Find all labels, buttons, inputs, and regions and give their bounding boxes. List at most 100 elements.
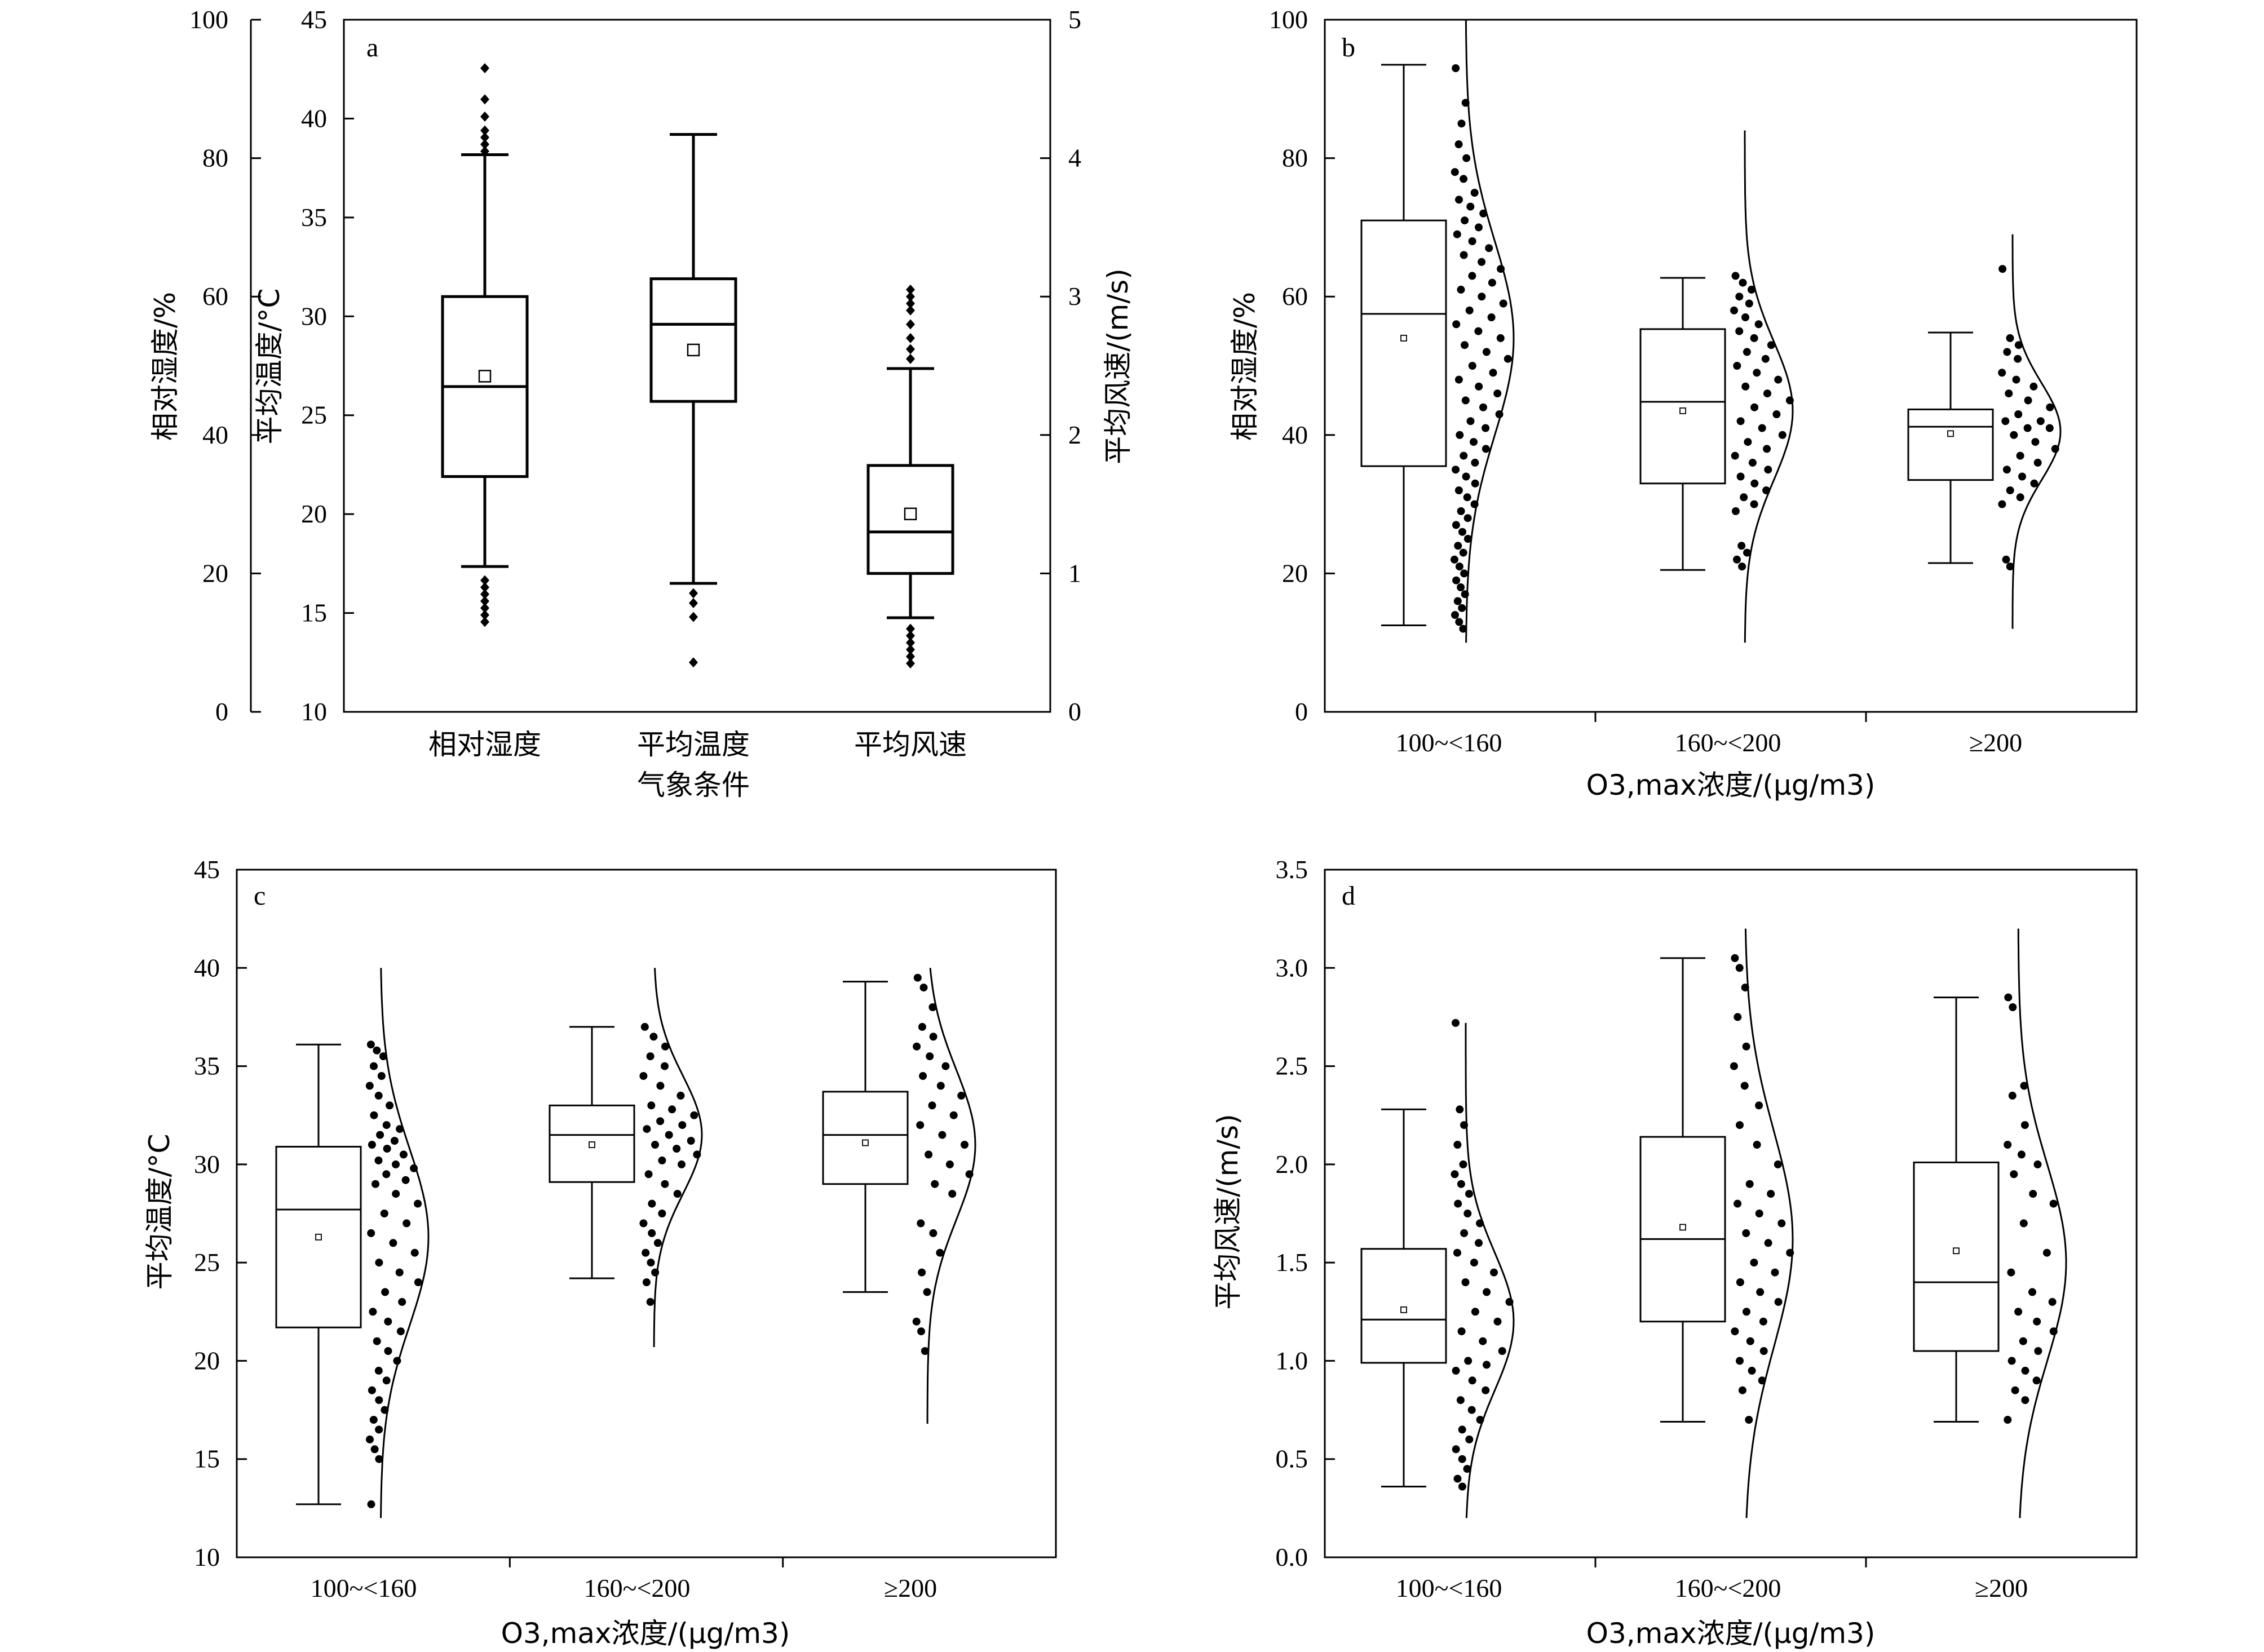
data-point [1744, 438, 1752, 446]
panel-b-ylabel: 相对湿度/% [1228, 292, 1261, 441]
panel-a-ylabel-temperature: 平均温度/°C [253, 289, 286, 445]
data-point [1470, 438, 1478, 446]
data-point [1750, 479, 1759, 488]
data-point [2023, 424, 2032, 432]
data-point [1772, 410, 1781, 418]
data-point [1750, 334, 1758, 342]
data-point [2005, 389, 2013, 398]
data-point [414, 1199, 422, 1208]
data-point [923, 1288, 931, 1296]
data-point [2033, 458, 2042, 467]
data-point [1743, 348, 1751, 356]
data-point [916, 1121, 925, 1130]
box-outlier [906, 353, 915, 364]
data-point [1454, 140, 1463, 148]
data-point [1455, 196, 1463, 204]
box-iqr [822, 1091, 909, 1185]
data-point [1758, 1376, 1766, 1385]
y-tick-label: 45 [194, 855, 220, 884]
data-point [1750, 500, 1758, 508]
data-point [646, 1297, 655, 1306]
y-tick-label: 100 [1269, 5, 1308, 34]
data-point [1493, 1317, 1502, 1326]
data-point [1475, 1239, 1483, 1247]
data-point [1474, 327, 1483, 335]
data-point [365, 1082, 374, 1090]
data-point [396, 1327, 405, 1336]
y-tick-label: 40 [1282, 420, 1308, 449]
data-point [374, 1156, 383, 1164]
data-point [367, 1500, 375, 1508]
data-point [384, 1347, 392, 1355]
data-point [1478, 258, 1486, 266]
data-point [1767, 1190, 1775, 1198]
data-point [1771, 1268, 1779, 1277]
data-point [2020, 1082, 2028, 1090]
data-point [945, 1160, 954, 1168]
data-point [1470, 1259, 1478, 1267]
data-point [1998, 500, 2006, 508]
data-point [913, 1042, 921, 1051]
data-point [919, 1072, 927, 1080]
data-point [1504, 355, 1512, 363]
y-tick-label: 2.5 [1276, 1052, 1308, 1080]
data-point [2016, 493, 2024, 502]
data-point [382, 1121, 391, 1130]
data-point [1460, 1121, 1468, 1130]
data-point [1451, 611, 1459, 619]
data-point [938, 1131, 947, 1139]
data-point [1452, 1445, 1460, 1454]
y-tick-label: 20 [1282, 559, 1308, 587]
data-point [1763, 389, 1771, 398]
data-point [1458, 528, 1466, 536]
box-iqr [1639, 328, 1726, 485]
box-outlier [906, 658, 915, 669]
y-tick-label: 40 [194, 953, 220, 982]
data-point [1463, 514, 1472, 522]
box-outlier [906, 333, 915, 343]
box-outlier [689, 598, 698, 609]
data-point [2008, 1091, 2017, 1100]
data-point [401, 1176, 410, 1184]
data-point [398, 1297, 406, 1306]
data-point [1493, 389, 1502, 398]
data-point [1456, 1396, 1465, 1405]
y-tick-label: 35 [194, 1052, 220, 1080]
data-point [1451, 555, 1458, 564]
data-point [2004, 1141, 2012, 1149]
data-point [1785, 396, 1794, 405]
data-point [2048, 1297, 2057, 1306]
data-point [931, 1180, 939, 1188]
panel-b-xlabel: O3,max浓度/(μg/m3) [1586, 769, 1876, 801]
distribution-curve [1465, 1022, 1515, 1518]
data-point [1468, 362, 1476, 370]
axis-humidity-tick-label: 100 [189, 5, 228, 34]
box-outlier [480, 617, 489, 627]
data-point [374, 1091, 383, 1100]
y-tick-label: 10 [194, 1543, 220, 1571]
y-tick-label: 60 [1282, 282, 1308, 311]
data-point [676, 1091, 685, 1100]
box-outlier [689, 657, 698, 668]
data-point [2004, 993, 2013, 1002]
panel-d-ylabel: 平均风速/(m/s) [1211, 1114, 1244, 1309]
data-point [375, 1396, 383, 1405]
box-outlier [480, 139, 489, 150]
data-point [395, 1268, 404, 1277]
box-outlier [689, 612, 698, 622]
data-point [1998, 369, 2006, 377]
data-point [1998, 265, 2007, 273]
data-point [1458, 1482, 1466, 1491]
data-point [1463, 1210, 1472, 1217]
data-point [2033, 1317, 2041, 1326]
data-point [926, 1052, 934, 1061]
data-point [366, 1435, 374, 1443]
data-point [1745, 1416, 1753, 1424]
data-point [1454, 542, 1462, 550]
data-point [383, 1145, 391, 1153]
axis-temperature-tick-label: 40 [301, 104, 327, 132]
data-point [369, 1416, 378, 1424]
data-point [2007, 1268, 2015, 1277]
data-point [2021, 1396, 2029, 1405]
data-point [1475, 382, 1483, 391]
